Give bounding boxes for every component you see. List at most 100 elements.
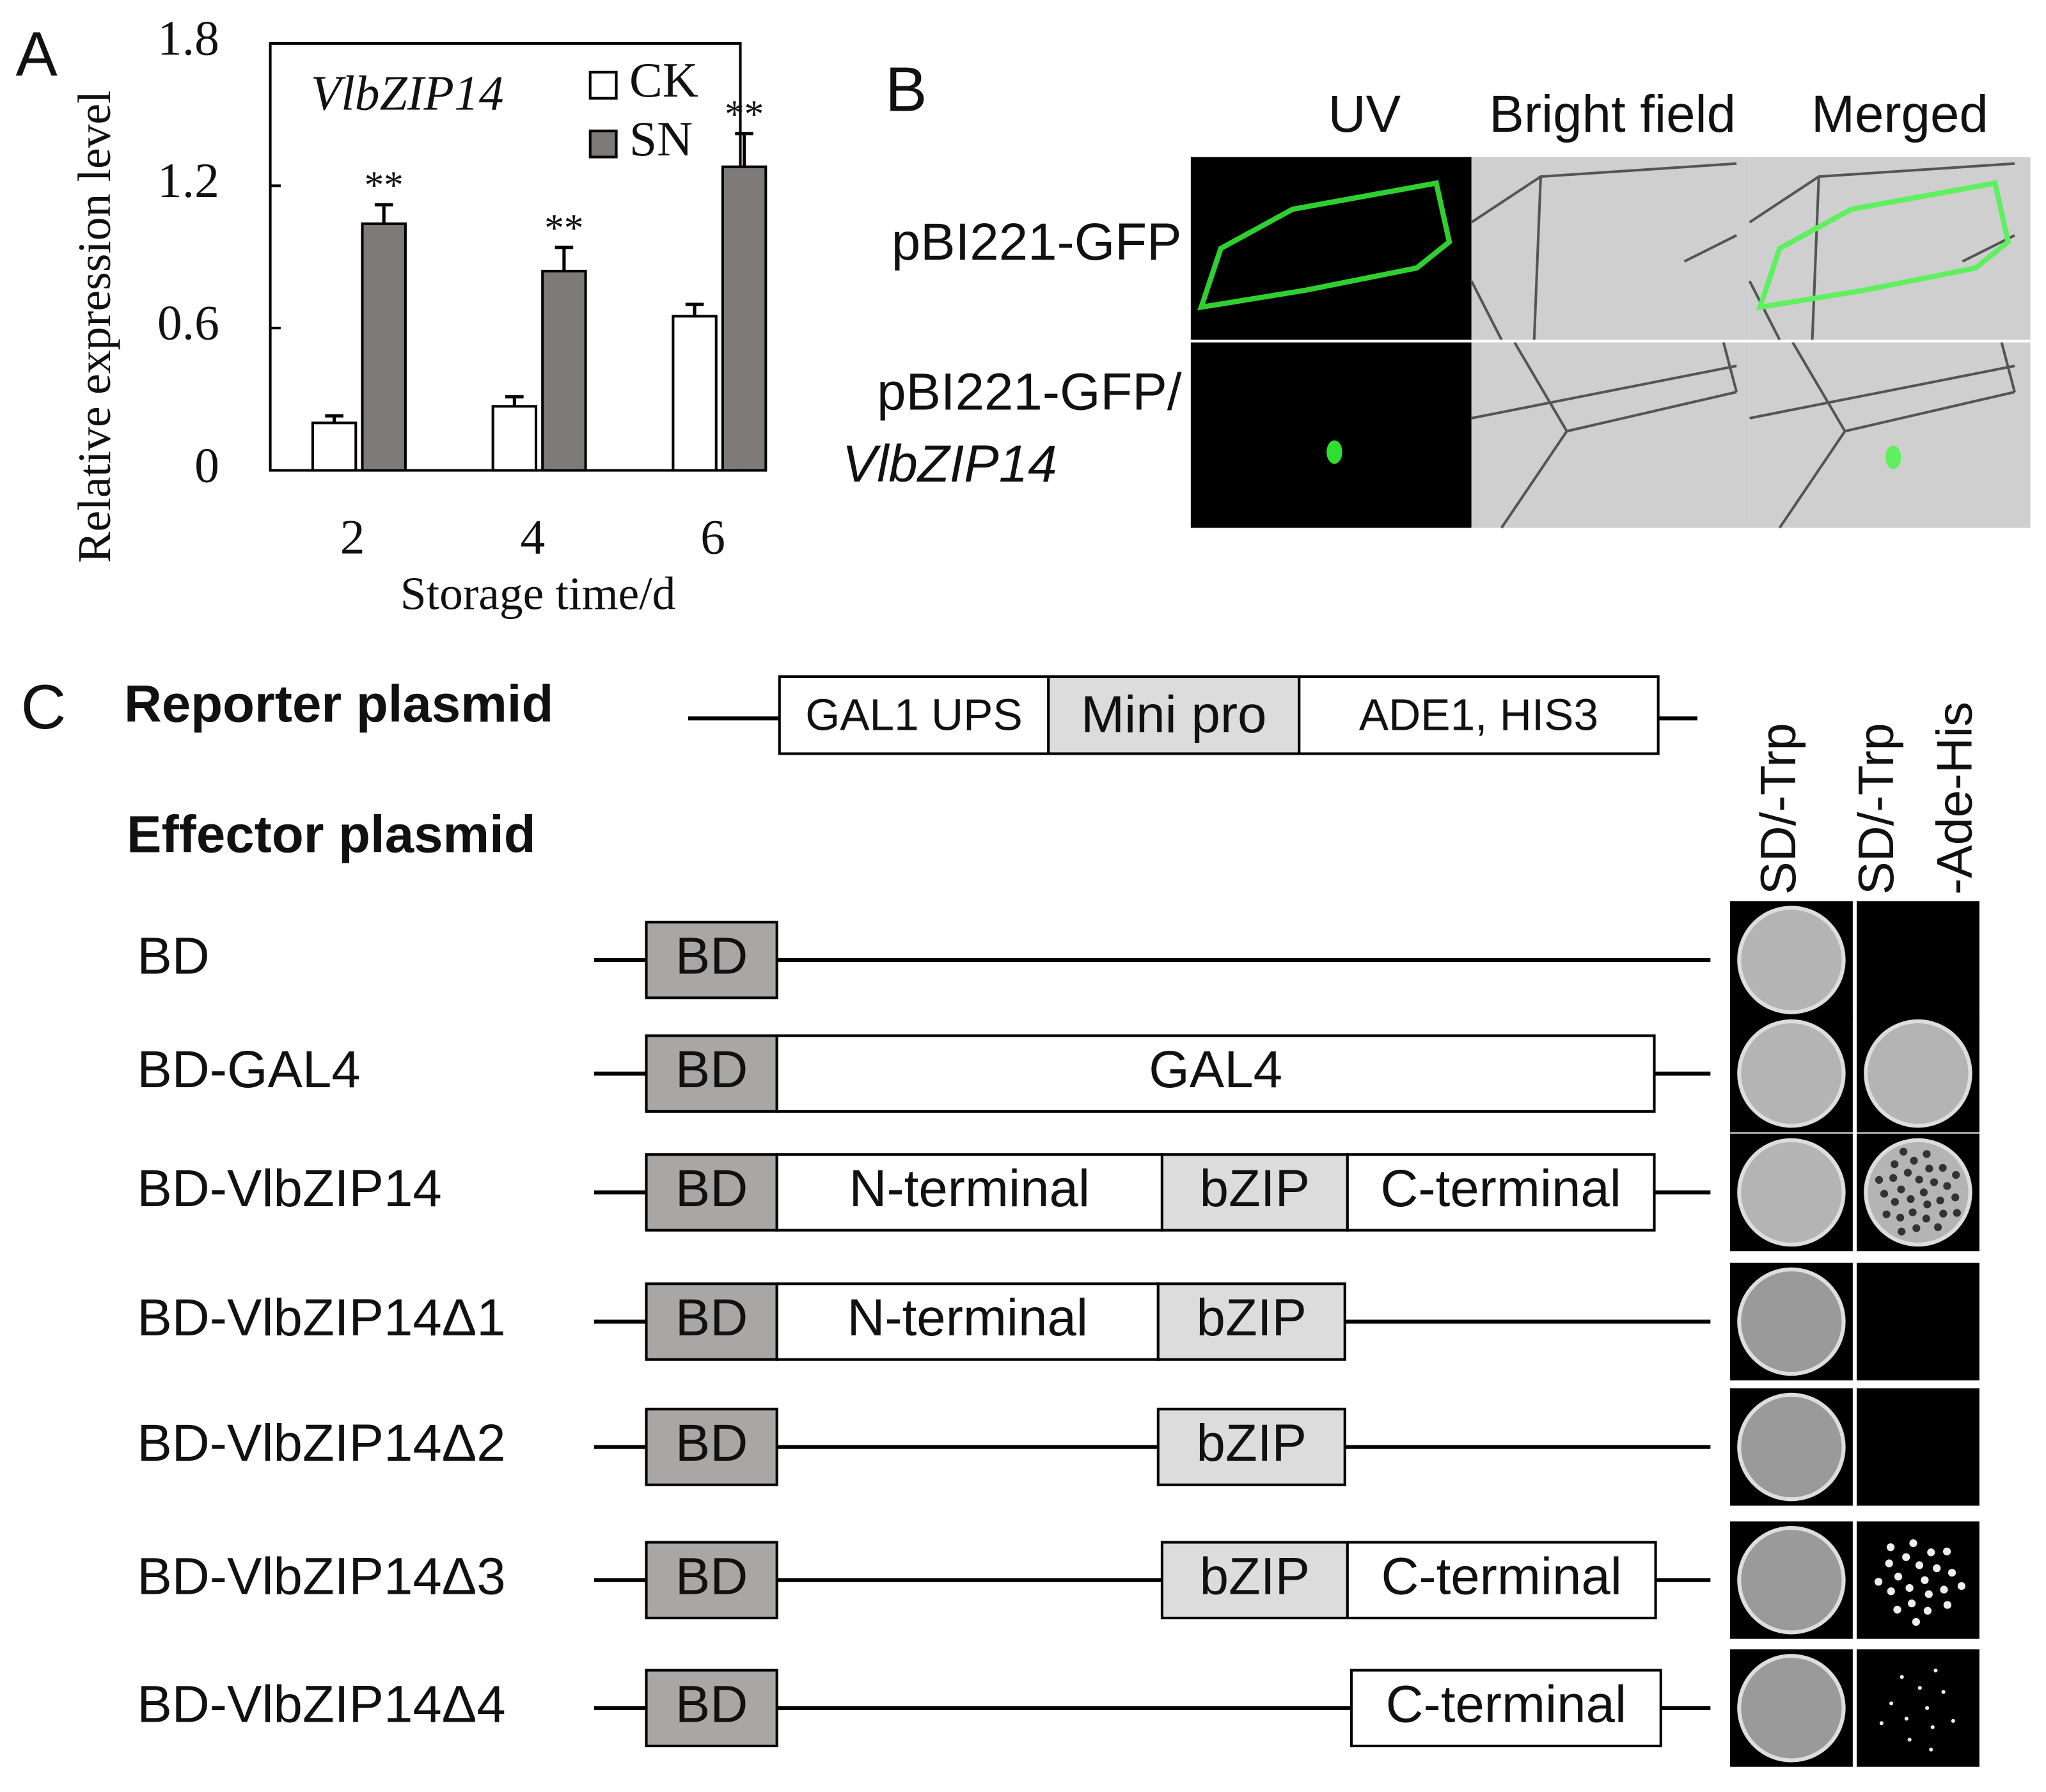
row-label: BD-GAL4 — [137, 1041, 360, 1099]
colony-speck — [1951, 1193, 1960, 1202]
colony-speck — [1933, 1668, 1938, 1673]
colony-speck — [1880, 1190, 1889, 1198]
section-title: Reporter plasmid — [124, 675, 553, 734]
y-tick-label: 1.2 — [157, 153, 219, 208]
y-axis-label: Relative expression level — [68, 91, 120, 563]
gfp-signal — [1197, 180, 1452, 311]
uv-image — [1190, 342, 1472, 528]
y-tick-label: 0 — [194, 437, 219, 492]
row-label: BD-VlbZIP14Δ1 — [137, 1289, 505, 1347]
row-label: VlbZIP14 — [842, 435, 1057, 493]
x-tick-label: 4 — [521, 510, 546, 565]
y-tick-label: 0.6 — [157, 295, 219, 350]
colony-speck — [1951, 1718, 1955, 1723]
colony-speck — [1925, 1165, 1933, 1173]
colony-speck — [1921, 1576, 1929, 1584]
column-header: UV — [1328, 85, 1401, 143]
plasmid-segment — [1346, 1153, 1656, 1232]
chart-title: VlbZIP14 — [311, 65, 504, 120]
error-bar — [555, 246, 574, 271]
y-tick-label: 1.8 — [157, 11, 219, 66]
colony-speck — [1942, 1547, 1951, 1555]
colony-speck — [1923, 1200, 1932, 1209]
section-title: Effector plasmid — [127, 806, 536, 864]
gfp-nucleus — [1326, 440, 1342, 464]
segment-label: C-terminal — [1381, 1547, 1622, 1605]
colony-speck — [1919, 1188, 1928, 1197]
row-label: BD-VlbZIP14Δ4 — [137, 1675, 505, 1733]
colony-speck — [1941, 1690, 1946, 1694]
colony-speck — [1909, 1539, 1917, 1548]
panel-label: A — [15, 19, 58, 89]
plasmid-segment — [645, 1153, 778, 1232]
segment-label: bZIP — [1197, 1414, 1307, 1472]
colony-speck — [1948, 1568, 1956, 1577]
colony-speck — [1882, 1210, 1891, 1218]
segment-label: BD — [675, 927, 748, 986]
colony-speck — [1930, 1178, 1939, 1186]
colony-speck — [1915, 1561, 1924, 1569]
colony-speck — [1912, 1617, 1920, 1626]
segment-label: BD — [675, 1289, 748, 1347]
segment-label: BD — [675, 1041, 748, 1099]
colony-speck — [1896, 1213, 1905, 1222]
colony-speck — [1894, 1573, 1903, 1581]
colony-speck — [1936, 1196, 1944, 1205]
colony-speck — [1912, 1224, 1921, 1232]
row-label: BD-VlbZIP14Δ3 — [137, 1547, 505, 1605]
colony-speck — [1915, 1175, 1923, 1184]
row-label: pBI221-GFP/ — [877, 363, 1182, 421]
colony-speck — [1910, 1156, 1918, 1165]
segment-label: GAL4 — [1149, 1041, 1282, 1099]
segment-label: BD — [675, 1414, 748, 1472]
colony — [1737, 1138, 1846, 1247]
segment-label: C-terminal — [1380, 1159, 1621, 1218]
plasmid-segment — [1156, 1282, 1346, 1361]
plasmid-segment — [1350, 1669, 1662, 1748]
legend-label: SN — [629, 111, 693, 166]
row-label: pBI221-GFP — [892, 213, 1182, 271]
colony-speck — [1923, 1607, 1932, 1615]
plasmid-segment — [1160, 1541, 1349, 1619]
colony — [1737, 1019, 1846, 1128]
colony — [1864, 1019, 1972, 1128]
legend-swatch — [588, 70, 618, 100]
colony-speck — [1893, 1605, 1901, 1614]
plasmid-segment — [645, 920, 778, 1000]
segment-label: N-terminal — [849, 1159, 1090, 1218]
segment-label: bZIP — [1200, 1547, 1310, 1605]
colony-speck — [1930, 1725, 1935, 1729]
colony-speck — [1879, 1721, 1884, 1725]
colony-speck — [1905, 1584, 1914, 1592]
plasmid-segment — [645, 1034, 778, 1113]
colony — [1737, 1654, 1846, 1763]
bar — [672, 315, 718, 472]
colony-speck — [1874, 1578, 1883, 1586]
colony-speck — [1924, 1590, 1933, 1598]
column-header: Bright field — [1489, 85, 1736, 143]
segment-label: BD — [675, 1547, 748, 1605]
colony-speck — [1902, 1553, 1910, 1561]
segment-label: bZIP — [1200, 1159, 1310, 1218]
x-tick-label: 2 — [340, 510, 365, 565]
column-header: Merged — [1811, 85, 1988, 143]
colony-speck — [1943, 1601, 1952, 1609]
colony-speck — [1904, 1717, 1908, 1721]
error-bar — [325, 414, 343, 423]
colony-speck — [1923, 1150, 1931, 1158]
column-header: SD/-Trp — [1849, 723, 1904, 895]
error-bar — [735, 132, 753, 167]
bar — [311, 421, 358, 472]
colony-speck — [1897, 1185, 1905, 1193]
cell-walls — [1749, 342, 2016, 529]
error-bar — [374, 203, 393, 224]
gfp-nucleus — [1885, 445, 1901, 469]
error-bar — [685, 303, 704, 317]
colony-speck — [1940, 1585, 1948, 1594]
panel-label: C — [21, 672, 67, 742]
segment-label: N-terminal — [847, 1289, 1088, 1347]
plasmid-segment — [775, 1282, 1160, 1361]
segment-label: BD — [675, 1675, 748, 1733]
colony — [1737, 1526, 1846, 1635]
